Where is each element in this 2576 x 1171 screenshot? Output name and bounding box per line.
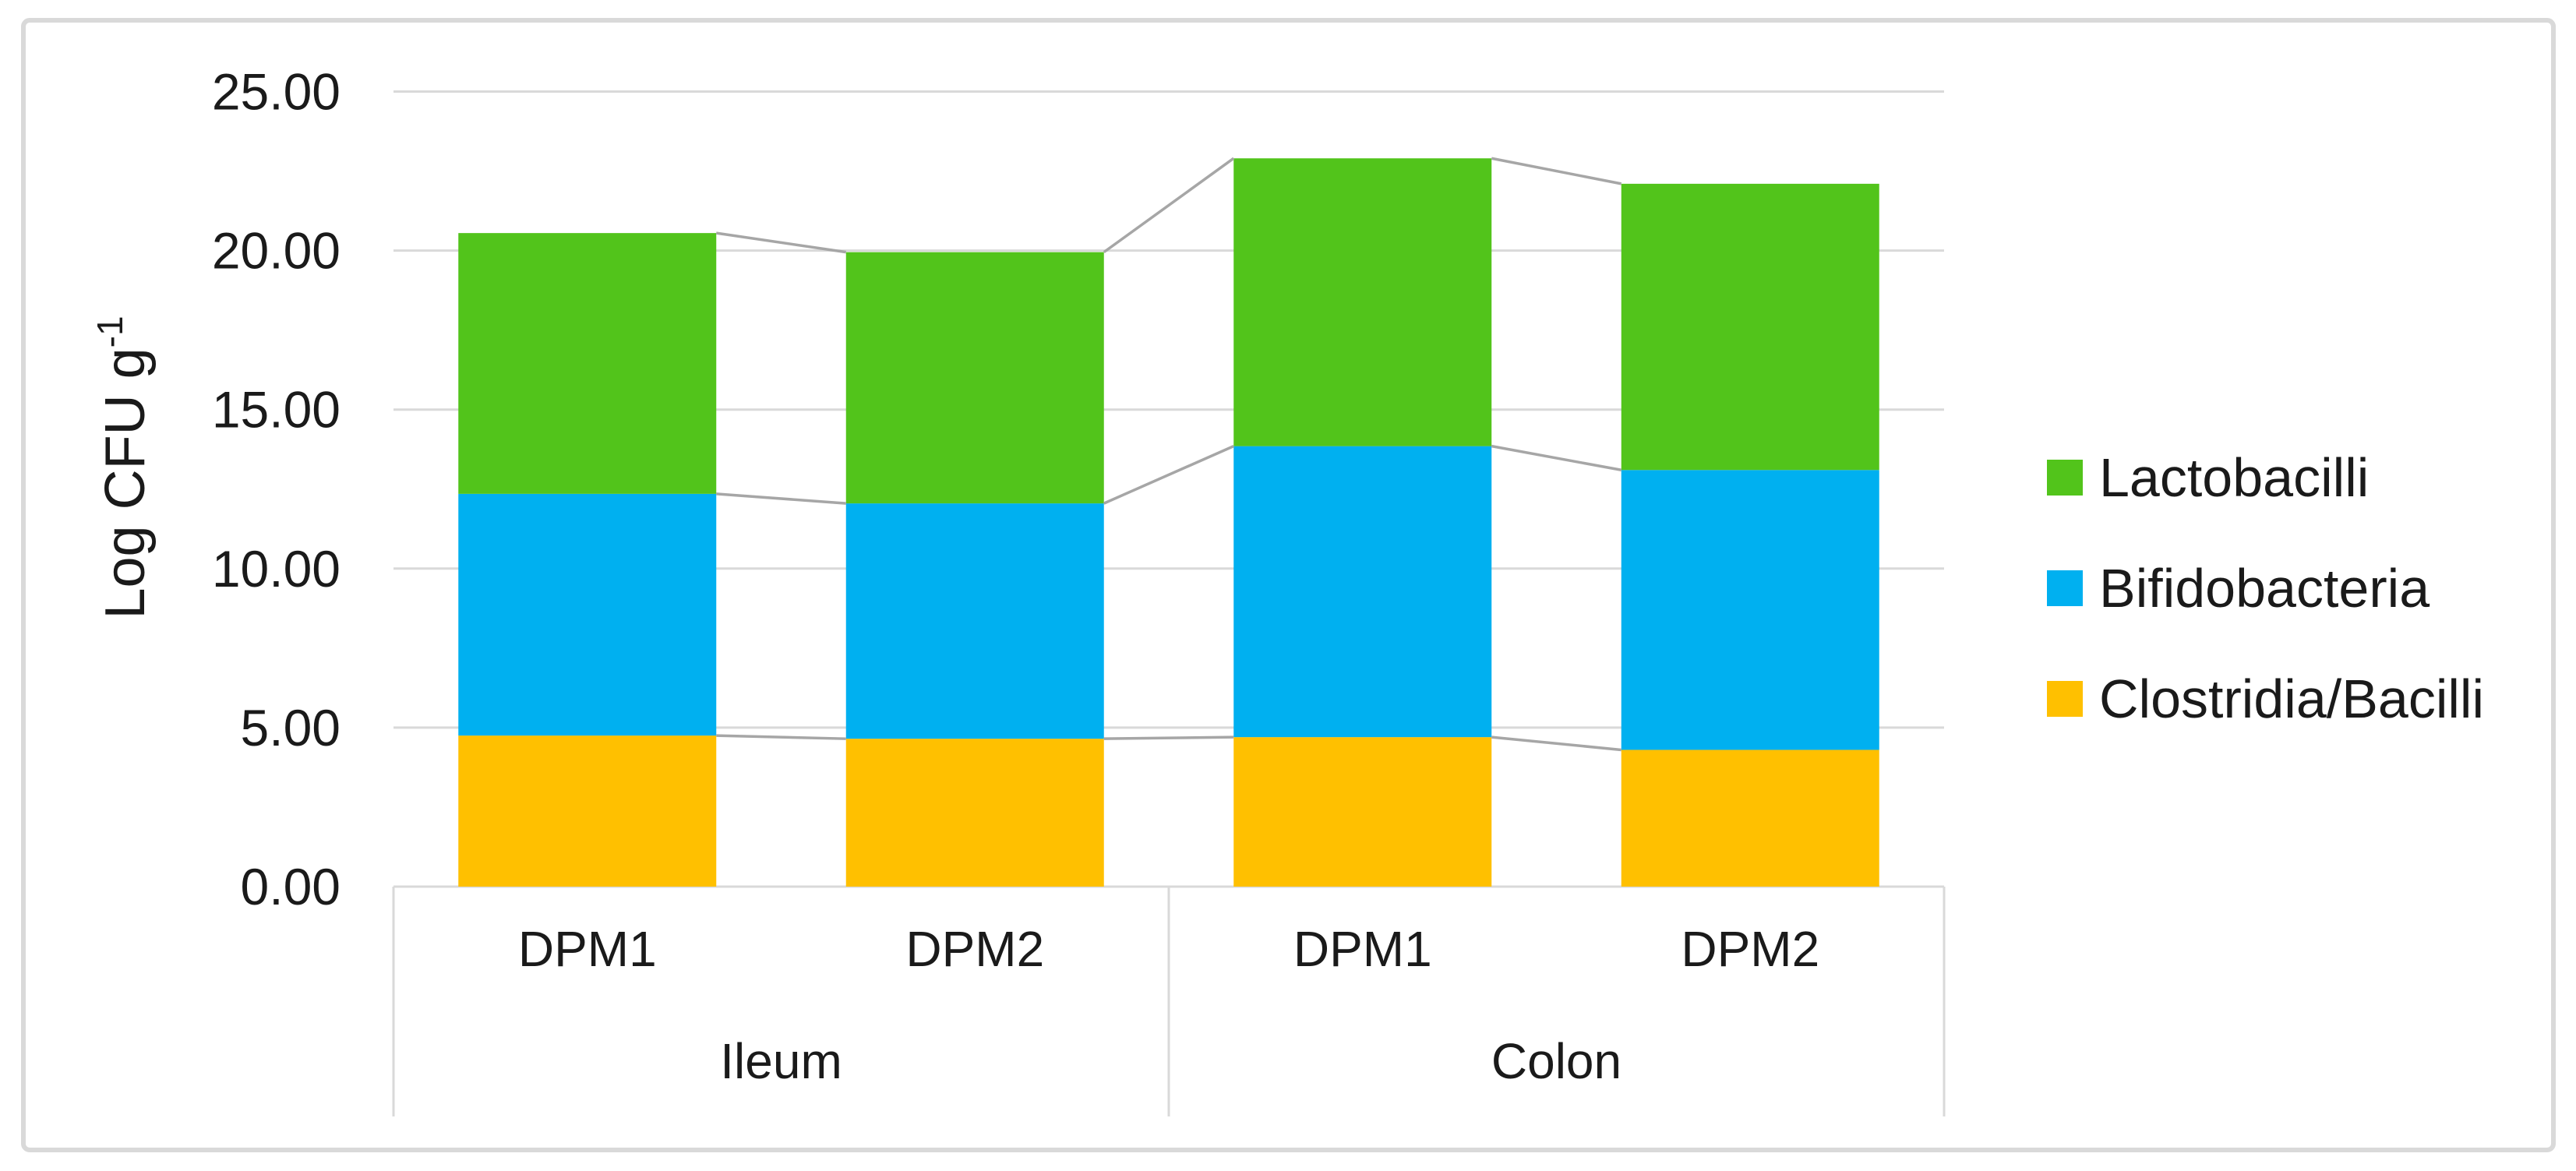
bar-segment xyxy=(1621,470,1879,750)
legend: Lactobacilli Bifidobacteria Clostridia/Bac… xyxy=(2047,447,2484,729)
legend-swatch xyxy=(2047,460,2083,496)
connector-line xyxy=(1103,445,1234,505)
connector-line xyxy=(715,231,847,254)
category-label: DPM2 xyxy=(1681,921,1819,977)
category-label: DPM2 xyxy=(905,921,1044,977)
connector-line xyxy=(1103,157,1235,254)
figure-border xyxy=(21,18,2556,1152)
category-axis: DPM1 DPM2 DPM1 DPM2 Ileum Colon xyxy=(392,887,1946,1116)
bar-segment xyxy=(845,252,1104,504)
y-tick-label: 5.00 xyxy=(241,699,341,757)
connector-line xyxy=(1491,735,1621,752)
legend-swatch xyxy=(2047,570,2083,606)
legend-label: Lactobacilli xyxy=(2099,447,2369,508)
category-label: DPM1 xyxy=(1293,921,1432,977)
connector-line xyxy=(1491,157,1622,185)
bar-segment xyxy=(1621,750,1879,887)
y-axis-title-text: Log CFU g-1 xyxy=(90,316,157,619)
bars xyxy=(458,158,1879,887)
y-tick-label: 25.00 xyxy=(212,63,341,121)
bar-segment xyxy=(845,739,1104,887)
legend-swatch xyxy=(2047,681,2083,717)
y-axis-tick-labels: 25.00 20.00 15.00 10.00 5.00 0.00 xyxy=(212,63,341,916)
legend-label: Clostridia/Bacilli xyxy=(2099,668,2484,729)
bar-segment xyxy=(458,735,717,887)
y-tick-label: 15.00 xyxy=(212,381,341,439)
connector-line xyxy=(716,734,846,740)
group-label: Colon xyxy=(1491,1033,1621,1089)
y-tick-label: 10.00 xyxy=(212,540,341,598)
bar-segment xyxy=(458,493,717,736)
bar-segment xyxy=(1233,737,1492,887)
bar-segment xyxy=(1233,158,1492,446)
connector-line xyxy=(716,492,846,505)
y-tick-label: 20.00 xyxy=(212,222,341,280)
legend-label: Bifidobacteria xyxy=(2099,558,2430,619)
bar-segment xyxy=(845,503,1104,739)
connector-line xyxy=(1103,735,1234,740)
category-label: DPM1 xyxy=(518,921,657,977)
y-tick-label: 0.00 xyxy=(241,858,341,915)
series-connector-lines xyxy=(715,157,1622,752)
bar-segment xyxy=(458,233,717,494)
group-label: Ileum xyxy=(720,1033,842,1089)
connector-line xyxy=(1491,444,1622,471)
bar-segment xyxy=(1233,446,1492,738)
bar-segment xyxy=(1621,183,1879,471)
y-axis-title: Log CFU g-1 xyxy=(90,316,157,619)
